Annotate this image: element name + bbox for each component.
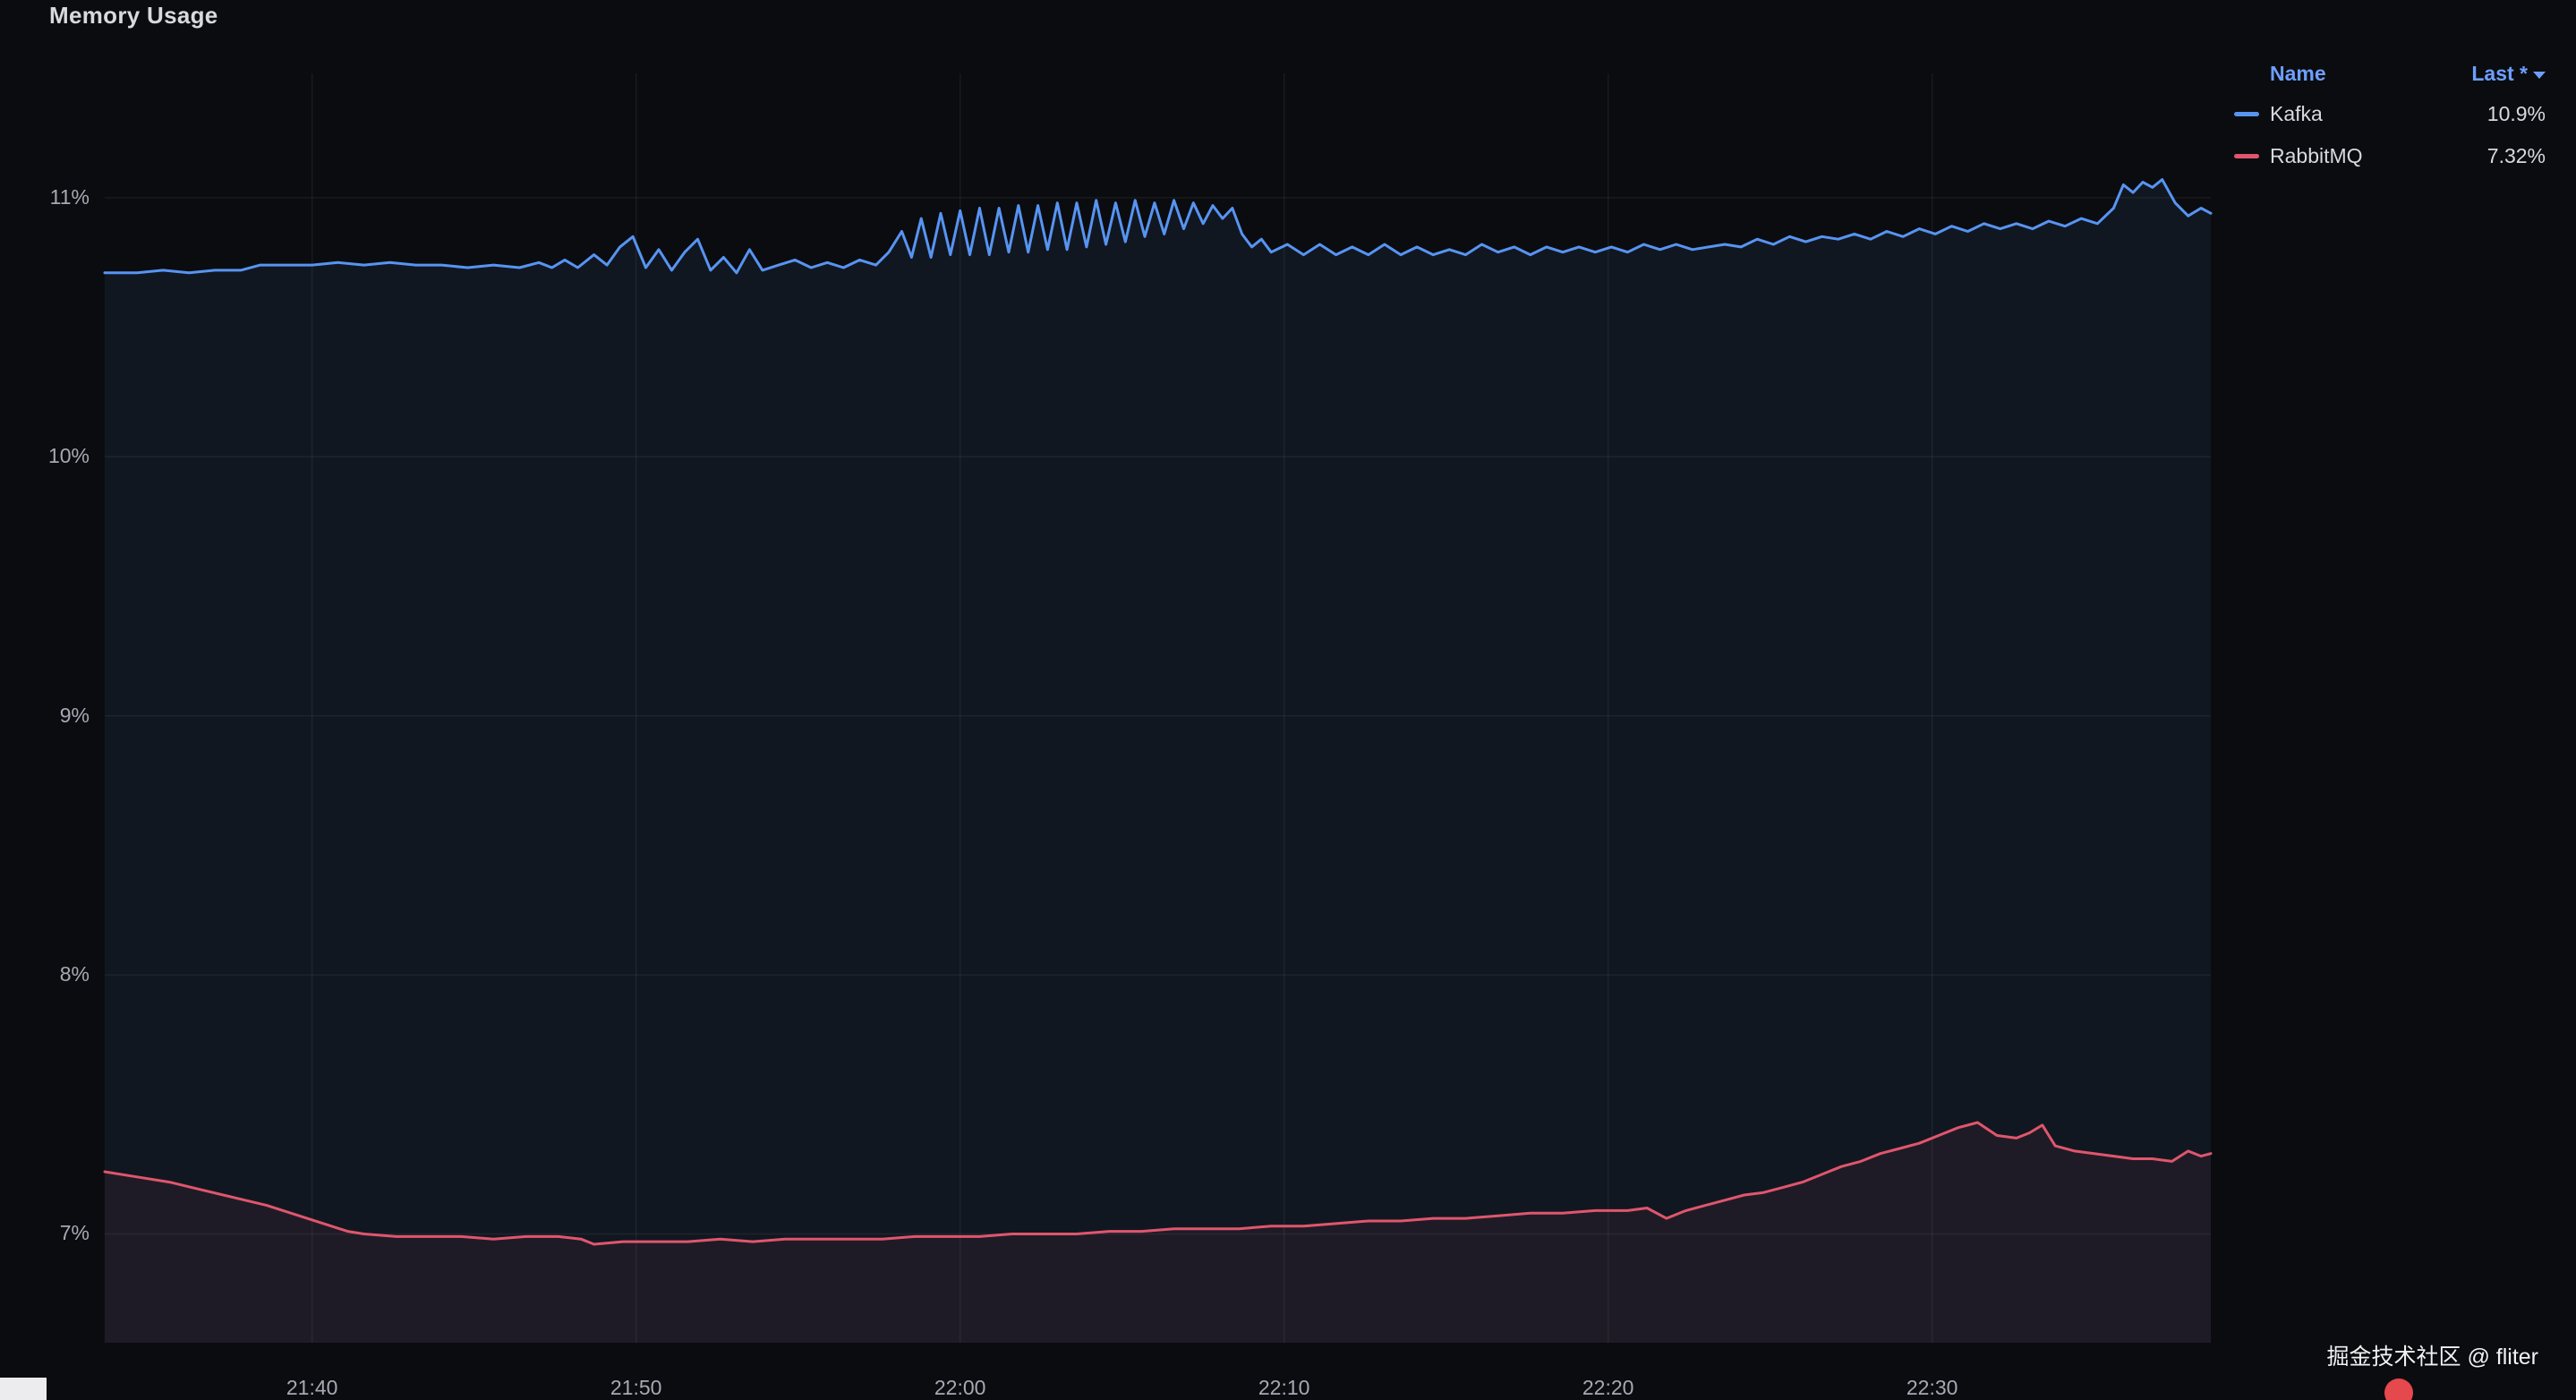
series-color-swatch [2234,154,2259,158]
y-axis-label: 8% [59,962,90,986]
red-dot-icon [2384,1379,2413,1400]
series-color-swatch [2234,112,2259,116]
grid-lines [105,73,2211,1343]
rabbitmq-line [103,1121,2213,1246]
kafka-line [103,178,2213,275]
y-axis-label: 10% [47,444,90,468]
panel-title: Memory Usage [49,2,218,29]
legend-last-header[interactable]: Last * [2471,61,2528,85]
legend-row-rabbitmq[interactable]: RabbitMQ 7.32% [2234,135,2546,177]
corner-overlay [0,1378,47,1400]
kafka-area [105,179,2211,1344]
watermark: 掘金技术社区 @ fliter [2326,1345,2539,1370]
legend: Name Last * Kafka 10.9% RabbitMQ 7.32% [2234,54,2546,177]
legend-header: Name Last * [2234,54,2546,93]
series-last-value: 10.9% [2486,102,2546,125]
y-axis-label: 11% [49,184,90,209]
legend-row-kafka[interactable]: Kafka 10.9% [2234,93,2546,135]
x-axis-label: 21:40 [286,1376,338,1399]
y-axis-label: 9% [59,703,90,727]
x-axis-label: 22:30 [1906,1376,1958,1399]
legend-rows: Kafka 10.9% RabbitMQ 7.32% [2234,93,2546,177]
x-axis-label: 22:00 [934,1376,986,1399]
x-axis-label: 22:10 [1258,1376,1310,1399]
rabbitmq-area [105,1123,2211,1343]
y-axis-label: 7% [59,1221,90,1245]
legend-name-header[interactable]: Name [2270,61,2326,85]
series-name[interactable]: RabbitMQ [2270,144,2363,167]
x-axis-label: 22:20 [1582,1376,1634,1399]
chevron-down-icon[interactable] [2533,71,2546,79]
x-axis-label: 21:50 [610,1376,662,1399]
series-name[interactable]: Kafka [2270,102,2323,125]
series-last-value: 7.32% [2486,144,2546,167]
